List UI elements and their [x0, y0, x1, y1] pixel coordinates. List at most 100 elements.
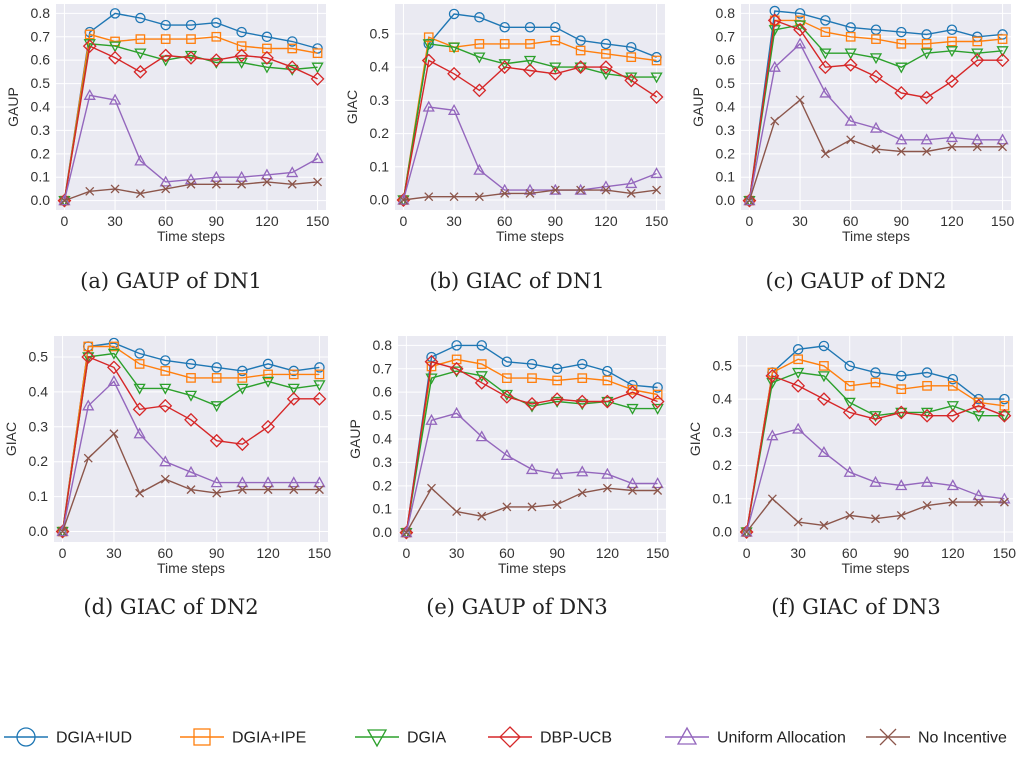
data-point	[652, 185, 662, 195]
y-tick-label: 0.3	[31, 122, 51, 138]
x-tick-label: 0	[61, 213, 69, 229]
series-uniform-allocation	[740, 422, 1011, 537]
data-point	[896, 147, 906, 156]
data-point	[108, 41, 122, 53]
data-point	[625, 177, 638, 189]
data-point	[793, 22, 807, 37]
series-line	[748, 42, 1003, 201]
legend-item: No Incentive	[866, 728, 1007, 747]
data-point	[922, 380, 932, 391]
data-point	[158, 398, 173, 413]
series-line	[402, 36, 657, 201]
series-line	[63, 33, 318, 201]
chart-caption: (c) GAUP of DN2	[766, 269, 947, 293]
x-tick-label: 0	[402, 545, 410, 561]
data-point	[422, 100, 435, 112]
series-line	[405, 358, 658, 533]
data-point	[869, 475, 882, 487]
x-tick-label: 150	[306, 213, 330, 229]
x-tick-label: 90	[894, 213, 910, 229]
data-point	[82, 39, 97, 54]
data-point	[575, 45, 586, 56]
x-axis-label: Time steps	[157, 228, 225, 244]
y-tick-label: 0.1	[31, 169, 51, 185]
data-point	[894, 405, 909, 420]
data-point	[237, 373, 248, 383]
data-point	[601, 185, 611, 195]
data-point	[424, 354, 439, 369]
chart-panel-6: 0.0 0.1 0.2 0.3 0.4 0.5 0 30 60 90 120 150 Time step…	[687, 336, 1016, 619]
series-line	[402, 106, 657, 201]
data-point	[971, 398, 986, 413]
y-tick-label: 0.7	[31, 28, 51, 44]
data-point	[972, 142, 982, 152]
data-point	[286, 166, 299, 178]
data-point	[895, 479, 908, 491]
data-point	[577, 358, 588, 370]
data-point	[184, 465, 198, 477]
data-point	[135, 488, 145, 498]
data-point	[235, 57, 248, 69]
data-point	[921, 38, 932, 49]
data-point	[209, 433, 224, 448]
data-point	[896, 38, 907, 49]
series-line	[748, 10, 1003, 201]
x-axis-label: Time steps	[157, 560, 225, 576]
data-point	[996, 46, 1009, 58]
legend-marker	[16, 727, 36, 747]
data-point	[476, 359, 487, 369]
series-uniform-allocation	[58, 88, 324, 206]
data-point	[995, 53, 1010, 68]
series-dbp-ucb	[57, 39, 325, 208]
data-point	[573, 60, 588, 75]
data-point	[427, 483, 436, 493]
data-point	[107, 348, 121, 360]
chart-panel-1: 0.0 0.1 0.2 0.3 0.4 0.5 0.6 0.7 0.8 0 30 60 90 120 150…	[5, 4, 329, 293]
x-tick-label: 60	[499, 545, 515, 561]
data-point	[108, 50, 122, 65]
data-point	[947, 380, 958, 391]
data-point	[211, 373, 222, 383]
data-point	[818, 340, 830, 352]
data-point	[59, 196, 69, 206]
data-point	[159, 455, 172, 467]
data-point	[767, 13, 782, 28]
y-tick-label: 0.7	[373, 360, 393, 376]
y-tick-label: 0.1	[370, 158, 390, 174]
legend-label: No Incentive	[918, 730, 1007, 747]
data-point	[920, 475, 934, 487]
y-axis-label: GAUP	[690, 87, 706, 127]
data-point	[262, 358, 274, 370]
series-no-incentive	[59, 177, 323, 206]
data-point	[920, 408, 934, 423]
data-point	[236, 476, 249, 488]
legend-item: DGIA+IUD	[4, 727, 132, 747]
data-point	[945, 46, 959, 58]
data-point	[159, 175, 172, 187]
data-point	[84, 29, 95, 40]
data-point	[870, 367, 881, 378]
data-point	[81, 350, 96, 364]
data-point	[108, 93, 122, 105]
x-tick-label: 150	[993, 545, 1017, 561]
data-point	[133, 427, 146, 439]
data-point	[971, 133, 984, 145]
data-point	[210, 476, 223, 488]
data-point	[135, 189, 145, 199]
series-uniform-allocation	[56, 375, 326, 537]
data-point	[946, 24, 958, 35]
x-tick-label: 90	[893, 545, 909, 561]
data-point	[211, 31, 222, 42]
chart-caption: (f) GIAC of DN3	[771, 595, 940, 619]
data-point	[209, 53, 224, 68]
data-point	[896, 370, 907, 382]
data-point	[396, 193, 411, 207]
data-point	[160, 474, 170, 484]
data-point	[311, 62, 324, 74]
data-point	[947, 36, 957, 47]
data-point	[109, 429, 119, 439]
data-point	[576, 185, 586, 195]
plot-area	[395, 4, 665, 210]
data-point	[626, 188, 636, 198]
data-point	[946, 401, 959, 413]
